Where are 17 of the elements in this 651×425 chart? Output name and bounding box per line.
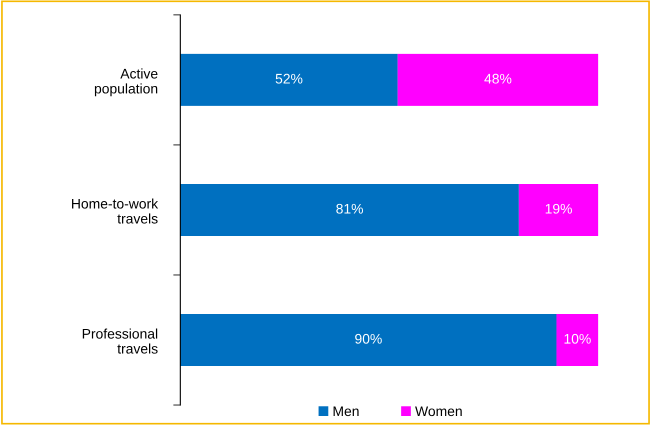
data-label: 48% bbox=[484, 74, 512, 84]
bar bbox=[518, 184, 598, 236]
bar bbox=[180, 184, 519, 236]
bar bbox=[398, 54, 598, 106]
bar bbox=[556, 314, 598, 366]
y-tick-label: Active population bbox=[94, 68, 158, 96]
y-tick-label: Professional travels bbox=[82, 328, 158, 354]
data-label: 19% bbox=[546, 204, 572, 214]
legend-label: Men bbox=[334, 406, 359, 416]
y-tick-label: Home-to-work travels bbox=[72, 198, 158, 224]
data-label: 52% bbox=[276, 74, 302, 84]
legend-label: Women bbox=[415, 406, 462, 416]
bar bbox=[180, 314, 556, 366]
bar bbox=[180, 54, 398, 106]
data-label: 90% bbox=[355, 334, 382, 344]
data-label: 81% bbox=[336, 204, 363, 214]
data-label: 10% bbox=[564, 334, 591, 344]
